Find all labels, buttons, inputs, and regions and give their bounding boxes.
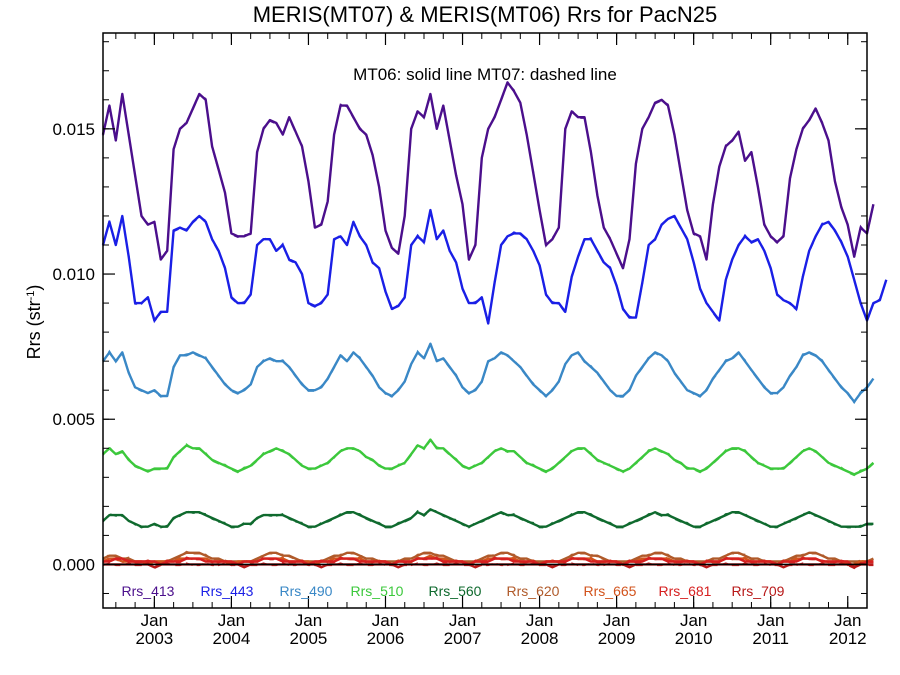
y-tick-label-3: 0.015	[52, 120, 95, 139]
series-line-rrs-510	[102, 438, 875, 476]
legend-entry-rrs-560: Rrs_560	[429, 583, 482, 599]
x-tick-label-year-9: 2012	[829, 629, 867, 648]
x-tick-label-month-0: Jan	[141, 611, 168, 630]
x-tick-label-year-1: 2004	[212, 629, 250, 648]
chart-subtitle: MT06: solid line MT07: dashed line	[353, 65, 617, 84]
x-tick-label-month-6: Jan	[603, 611, 630, 630]
y-axis-label: Rrs (str-1)	[24, 285, 44, 360]
series-line-rrs-443	[101, 208, 888, 325]
x-tick-label-month-3: Jan	[372, 611, 399, 630]
legend-entry-rrs-413: Rrs_413	[122, 583, 175, 599]
x-tick-label-month-7: Jan	[680, 611, 707, 630]
x-tick-label-month-8: Jan	[757, 611, 784, 630]
series-line-rrs-413	[101, 81, 875, 270]
y-tick-label-1: 0.005	[52, 410, 95, 429]
x-tick-label-year-4: 2007	[444, 629, 482, 648]
series-line-rrs-490	[102, 342, 875, 403]
series-line-rrs-443-mt07	[102, 210, 888, 325]
legend-entry-rrs-490: Rrs_490	[280, 583, 333, 599]
legend-layer: Rrs_413 Rrs_443 Rrs_490 Rrs_510 Rrs_560 Rrs_6…	[122, 583, 785, 599]
x-tick-label-year-2: 2005	[290, 629, 328, 648]
x-tick-label-month-5: Jan	[526, 611, 553, 630]
legend-entry-rrs-681: Rrs_681	[659, 583, 712, 599]
x-tick-label-year-5: 2008	[521, 629, 559, 648]
x-tick-label-month-9: Jan	[834, 611, 861, 630]
x-tick-label-year-8: 2011	[752, 629, 789, 648]
series-line-rrs-560	[102, 508, 874, 528]
legend-entry-rrs-709: Rrs_709	[732, 583, 785, 599]
x-tick-label-year-6: 2009	[598, 629, 636, 648]
legend-entry-rrs-510: Rrs_510	[351, 583, 404, 599]
x-tick-label-month-1: Jan	[218, 611, 245, 630]
x-tick-label-month-2: Jan	[295, 611, 322, 630]
series-line-rrs-681	[103, 557, 874, 569]
x-tick-label-year-7: 2010	[675, 629, 713, 648]
chart-title: MERIS(MT07) & MERIS(MT06) Rrs for PacN25	[253, 2, 718, 27]
x-tick-label-year-0: 2003	[135, 629, 173, 648]
series-layer	[101, 81, 888, 570]
x-tick-label-month-4: Jan	[449, 611, 476, 630]
legend-entry-rrs-443: Rrs_443	[201, 583, 254, 599]
legend-entry-rrs-665: Rrs_665	[584, 583, 637, 599]
legend-entry-rrs-620: Rrs_620	[507, 583, 560, 599]
y-tick-label-0: 0.000	[52, 555, 95, 574]
y-tick-label-2: 0.010	[52, 265, 95, 284]
ticks-layer: 0.0000.0050.0100.015Jan2003Jan2004Jan200…	[52, 33, 868, 648]
x-tick-label-year-3: 2006	[367, 629, 405, 648]
plot-frame	[102, 32, 868, 609]
